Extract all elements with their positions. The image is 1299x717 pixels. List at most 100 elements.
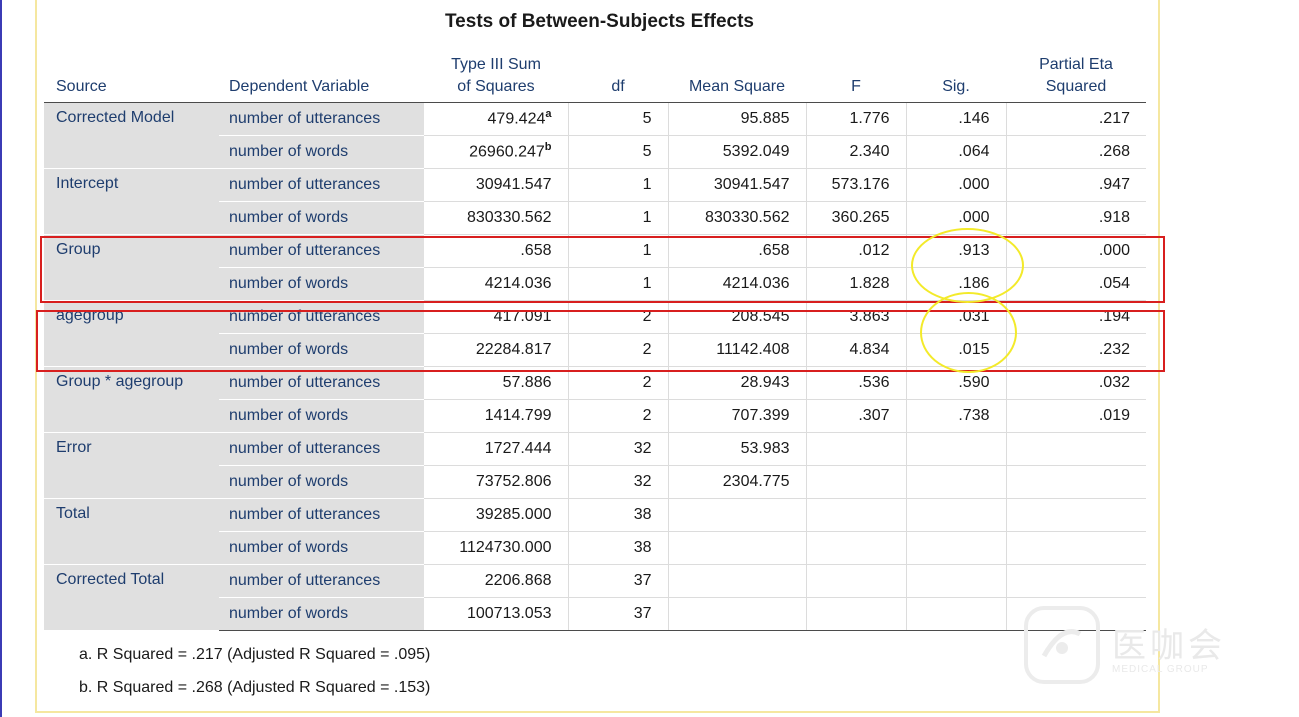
ss-value: 100713.053: [466, 604, 552, 622]
table-row: number of words 1124730.000 38: [44, 531, 1146, 565]
mean-square-cell: [667, 531, 806, 565]
f-cell: [805, 531, 906, 565]
dependent-variable-cell: number of words: [219, 333, 424, 367]
ss-value: 22284.817: [475, 340, 552, 358]
dependent-variable-cell: number of words: [219, 135, 424, 169]
dependent-variable-cell: number of utterances: [219, 432, 424, 466]
partial-eta-cell: .054: [1005, 267, 1146, 301]
mean-square-cell: .658: [667, 234, 806, 268]
sig-cell: .064: [905, 135, 1006, 169]
df-cell: 2: [567, 333, 668, 367]
ss-value: 39285.000: [475, 505, 552, 523]
ss-cell: 1414.799: [424, 399, 568, 433]
df-cell: 37: [567, 597, 668, 631]
df-cell: 38: [567, 531, 668, 565]
dependent-variable-cell: number of words: [219, 531, 424, 565]
mean-square-cell: [667, 498, 806, 532]
df-cell: 1: [567, 201, 668, 235]
table-row: Corrected Total number of utterances 2206.…: [44, 564, 1146, 631]
ss-cell: 26960.247b: [424, 135, 568, 169]
watermark-subtext: MEDICAL GROUP: [1112, 664, 1209, 675]
ss-cell: 30941.547: [424, 168, 568, 202]
ss-value: 1727.444: [484, 439, 552, 457]
source-cell: Group * agegroup: [44, 366, 219, 433]
df-cell: 32: [567, 465, 668, 499]
footnote-b: b. R Squared = .268 (Adjusted R Squared …: [79, 679, 431, 696]
ss-value: 30941.547: [475, 175, 552, 193]
f-cell: 2.340: [805, 135, 906, 169]
ss-cell: 4214.036: [424, 267, 568, 301]
mean-square-cell: [667, 564, 806, 598]
table-title: Tests of Between-Subjects Effects: [444, 11, 754, 32]
dependent-variable-cell: number of words: [219, 597, 424, 631]
ss-value: 479.424: [487, 110, 546, 128]
df-cell: 5: [567, 135, 668, 169]
sig-cell: [905, 432, 1006, 466]
left-edge-rule: [0, 0, 2, 717]
table-row: number of words 73752.806 32 2304.775: [44, 465, 1146, 499]
dependent-variable-cell: number of words: [219, 201, 424, 235]
partial-eta-cell: .918: [1005, 201, 1146, 235]
sig-cell: .000: [905, 168, 1006, 202]
mean-square-cell: 4214.036: [667, 267, 806, 301]
mean-square-cell: 95.885: [667, 102, 806, 136]
partial-eta-cell: [1005, 531, 1146, 565]
ss-value: 1124730.000: [459, 538, 552, 556]
highlight-box-agegroup: [36, 310, 1165, 372]
ss-cell: 1124730.000: [424, 531, 568, 565]
ss-cell: 1727.444: [424, 432, 568, 466]
ss-cell: 479.424a: [424, 102, 568, 136]
ss-value: 4214.036: [484, 274, 552, 292]
table-row: number of words 22284.817 2 11142.408 4.834.…: [44, 333, 1146, 367]
col-header-dependent-variable: Dependent Variable: [219, 46, 424, 103]
table-row: Total number of utterances 39285.000 38: [44, 498, 1146, 565]
mean-square-cell: 5392.049: [667, 135, 806, 169]
mean-square-cell: [667, 597, 806, 631]
f-cell: .012: [805, 234, 906, 268]
dependent-variable-cell: number of words: [219, 399, 424, 433]
sig-cell: [905, 498, 1006, 532]
col-header-f: F: [806, 46, 906, 103]
f-cell: .307: [805, 399, 906, 433]
source-cell: Corrected Model: [44, 102, 219, 169]
table-row: number of words 830330.562 1 830330.562 360.…: [44, 201, 1146, 235]
partial-eta-cell: [1005, 465, 1146, 499]
source-cell: Error: [44, 432, 219, 499]
dependent-variable-cell: number of words: [219, 465, 424, 499]
df-cell: 5: [567, 102, 668, 136]
partial-eta-cell: [1005, 432, 1146, 466]
ss-value: 26960.247: [469, 143, 545, 161]
table-row: Group * agegroup number of utterances 57.8…: [44, 366, 1146, 433]
sig-cell: .146: [905, 102, 1006, 136]
sig-cell: .738: [905, 399, 1006, 433]
f-cell: [805, 597, 906, 631]
sig-cell: [905, 597, 1006, 631]
watermark: 医咖会 MEDICAL GROUP: [1022, 604, 1262, 686]
col-header-ss-line1: Type III Sum: [451, 55, 541, 73]
dependent-variable-cell: number of utterances: [219, 234, 424, 268]
dependent-variable-cell: number of utterances: [219, 564, 424, 598]
ss-cell: 830330.562: [424, 201, 568, 235]
f-cell: 4.834: [805, 333, 906, 367]
partial-eta-cell: [1005, 564, 1146, 598]
sig-cell: [905, 465, 1006, 499]
dependent-variable-cell: number of utterances: [219, 300, 424, 334]
sig-cell: [905, 564, 1006, 598]
df-cell: 38: [567, 498, 668, 532]
highlight-oval-agegroup-sig: [920, 292, 1017, 373]
header-row: Source Dependent Variable Type III Sum o…: [44, 46, 1146, 103]
sig-cell: [905, 531, 1006, 565]
df-cell: 32: [567, 432, 668, 466]
ss-value: 1414.799: [484, 406, 552, 424]
table-row: number of words 100713.053 37: [44, 597, 1146, 631]
col-header-df: df: [568, 46, 668, 103]
ss-value: 73752.806: [475, 472, 552, 490]
partial-eta-cell: .947: [1005, 168, 1146, 202]
table-row: number of words 1414.799 2 707.399.307.738.…: [44, 399, 1146, 433]
partial-eta-cell: .019: [1005, 399, 1146, 433]
partial-eta-cell: .268: [1005, 135, 1146, 169]
df-cell: 1: [567, 168, 668, 202]
mean-square-cell: 11142.408: [667, 333, 806, 367]
ss-cell: .658: [424, 234, 568, 268]
f-cell: [805, 432, 906, 466]
